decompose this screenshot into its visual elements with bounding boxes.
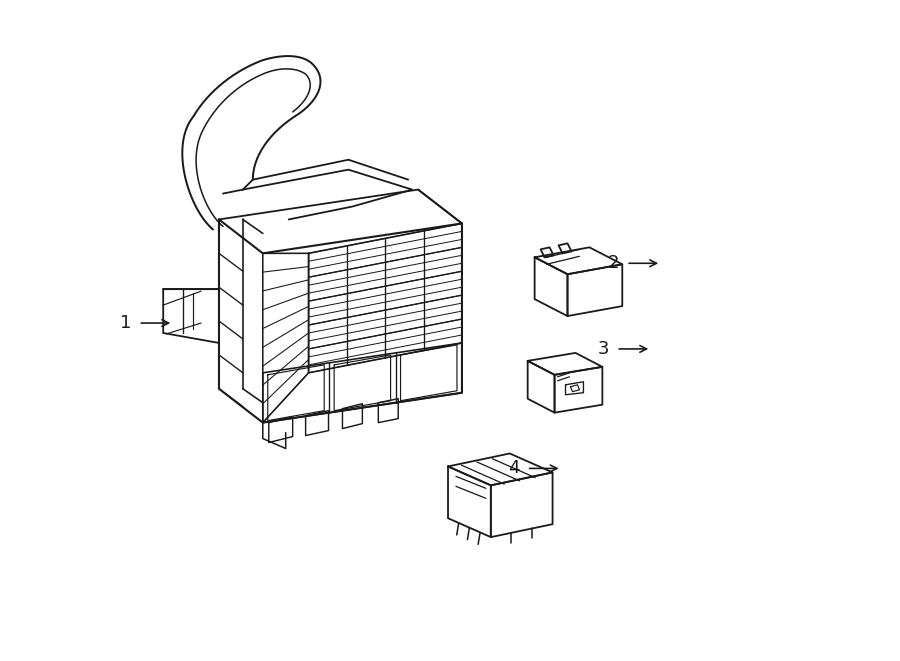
Text: 1: 1 [120, 314, 131, 332]
Text: 2: 2 [608, 254, 619, 272]
Text: 4: 4 [508, 459, 519, 477]
Text: 3: 3 [598, 340, 609, 358]
